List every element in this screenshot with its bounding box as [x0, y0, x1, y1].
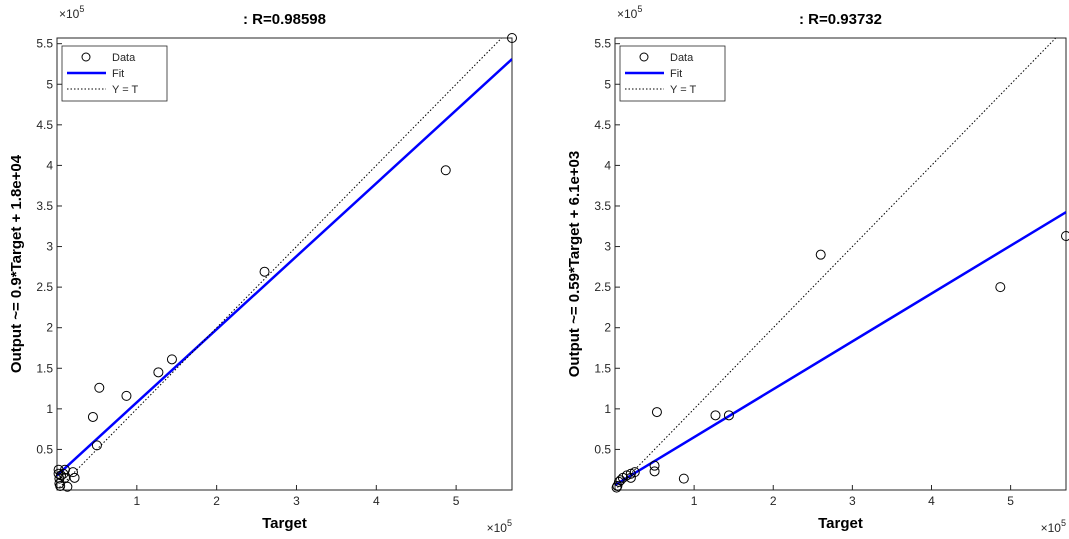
legend-marker [81, 52, 91, 62]
data-point [815, 249, 826, 260]
axis-multiplier: ×105 [617, 4, 642, 21]
y-tick-label: 1 [46, 402, 53, 416]
legend-label: Y = T [112, 84, 138, 96]
y-tick-label: 4.5 [594, 118, 611, 132]
multiplier-base: ×10 [59, 7, 80, 21]
legend-marker [639, 52, 649, 62]
plot-area [56, 37, 513, 491]
y-tick-label: 1.5 [594, 361, 611, 375]
y-tick-label: 3.5 [36, 199, 53, 213]
data-point [612, 480, 623, 491]
y-tick-label: 2.5 [36, 280, 53, 294]
x-axis-label: Target [818, 515, 863, 532]
axis-multiplier: ×105 [487, 518, 512, 535]
multiplier-base: ×10 [617, 7, 638, 21]
data-point [1061, 231, 1069, 242]
x-tick-label: 1 [691, 494, 698, 508]
x-tick-label: 5 [453, 494, 460, 508]
y-tick-label: 0.5 [594, 442, 611, 456]
data-point [507, 33, 517, 43]
y-tick-label: 5.5 [36, 37, 53, 51]
x-tick-label: 2 [770, 494, 777, 508]
y-tick-label: 4.5 [36, 118, 53, 132]
plot-content [57, 38, 512, 490]
multiplier-base: ×10 [1041, 521, 1062, 535]
data-point [995, 282, 1006, 293]
data-point [153, 367, 164, 378]
y-tick-label: 5 [46, 77, 53, 91]
y-tick-label: 2 [604, 321, 611, 335]
multiplier-power: 5 [1061, 518, 1066, 528]
y-tick-label: 2.5 [594, 280, 611, 294]
data-point [166, 354, 177, 365]
multiplier-power: 5 [637, 4, 642, 14]
legend-label: Y = T [670, 84, 696, 96]
data-point [723, 410, 734, 421]
data-point [259, 266, 270, 277]
data-point [87, 411, 98, 422]
data-point [55, 480, 66, 491]
data-point [649, 460, 660, 471]
data-point [91, 440, 102, 451]
identity-line [615, 38, 1057, 490]
x-tick-label: 4 [928, 494, 935, 508]
y-tick-label: 1 [604, 402, 611, 416]
x-tick-label: 5 [1007, 494, 1014, 508]
x-tick-label: 3 [849, 494, 856, 508]
data-point [629, 467, 640, 478]
y-tick-label: 3 [46, 240, 53, 254]
plot-area [614, 37, 1067, 491]
multiplier-base: ×10 [487, 521, 508, 535]
data-point [440, 165, 451, 176]
data-point [649, 466, 660, 477]
y-tick-label: 1.5 [36, 361, 53, 375]
y-tick-label: 4 [604, 158, 611, 172]
y-tick-label: 3 [604, 240, 611, 254]
fit-line [615, 211, 1066, 487]
identity-line [57, 38, 502, 490]
x-tick-label: 2 [213, 494, 220, 508]
y-axis-label: Output ~= 0.59*Target + 6.1e+03 [566, 151, 583, 378]
axis-multiplier: ×105 [59, 4, 84, 21]
data-point [710, 410, 721, 421]
y-tick-label: 4 [46, 158, 53, 172]
x-axis-label: Target [262, 515, 307, 532]
y-tick-label: 2 [46, 321, 53, 335]
data-point [615, 475, 626, 486]
legend-label: Fit [670, 68, 682, 80]
x-tick-label: 1 [133, 494, 140, 508]
x-tick-label: 3 [293, 494, 300, 508]
x-tick-label: 4 [373, 494, 380, 508]
legend-label: Data [112, 52, 136, 64]
y-tick-label: 5 [604, 77, 611, 91]
legend-label: Fit [112, 68, 124, 80]
plot-content [615, 38, 1066, 490]
multiplier-power: 5 [507, 518, 512, 528]
legend-label: Data [670, 52, 694, 64]
y-tick-label: 3.5 [594, 199, 611, 213]
data-point [94, 382, 105, 393]
chart-title: : R=0.93732 [799, 11, 882, 28]
axis-multiplier: ×105 [1041, 518, 1066, 535]
y-axis-label: Output ~= 0.9*Target + 1.8e+04 [8, 154, 25, 373]
data-point [59, 464, 70, 475]
data-point [54, 473, 65, 484]
data-point [678, 473, 689, 484]
fit-line [57, 58, 512, 477]
y-tick-label: 5.5 [594, 37, 611, 51]
data-point [69, 472, 80, 483]
chart-title: : R=0.98598 [243, 11, 326, 28]
data-point [121, 390, 132, 401]
data-point [651, 407, 662, 418]
multiplier-power: 5 [79, 4, 84, 14]
y-tick-label: 0.5 [36, 442, 53, 456]
